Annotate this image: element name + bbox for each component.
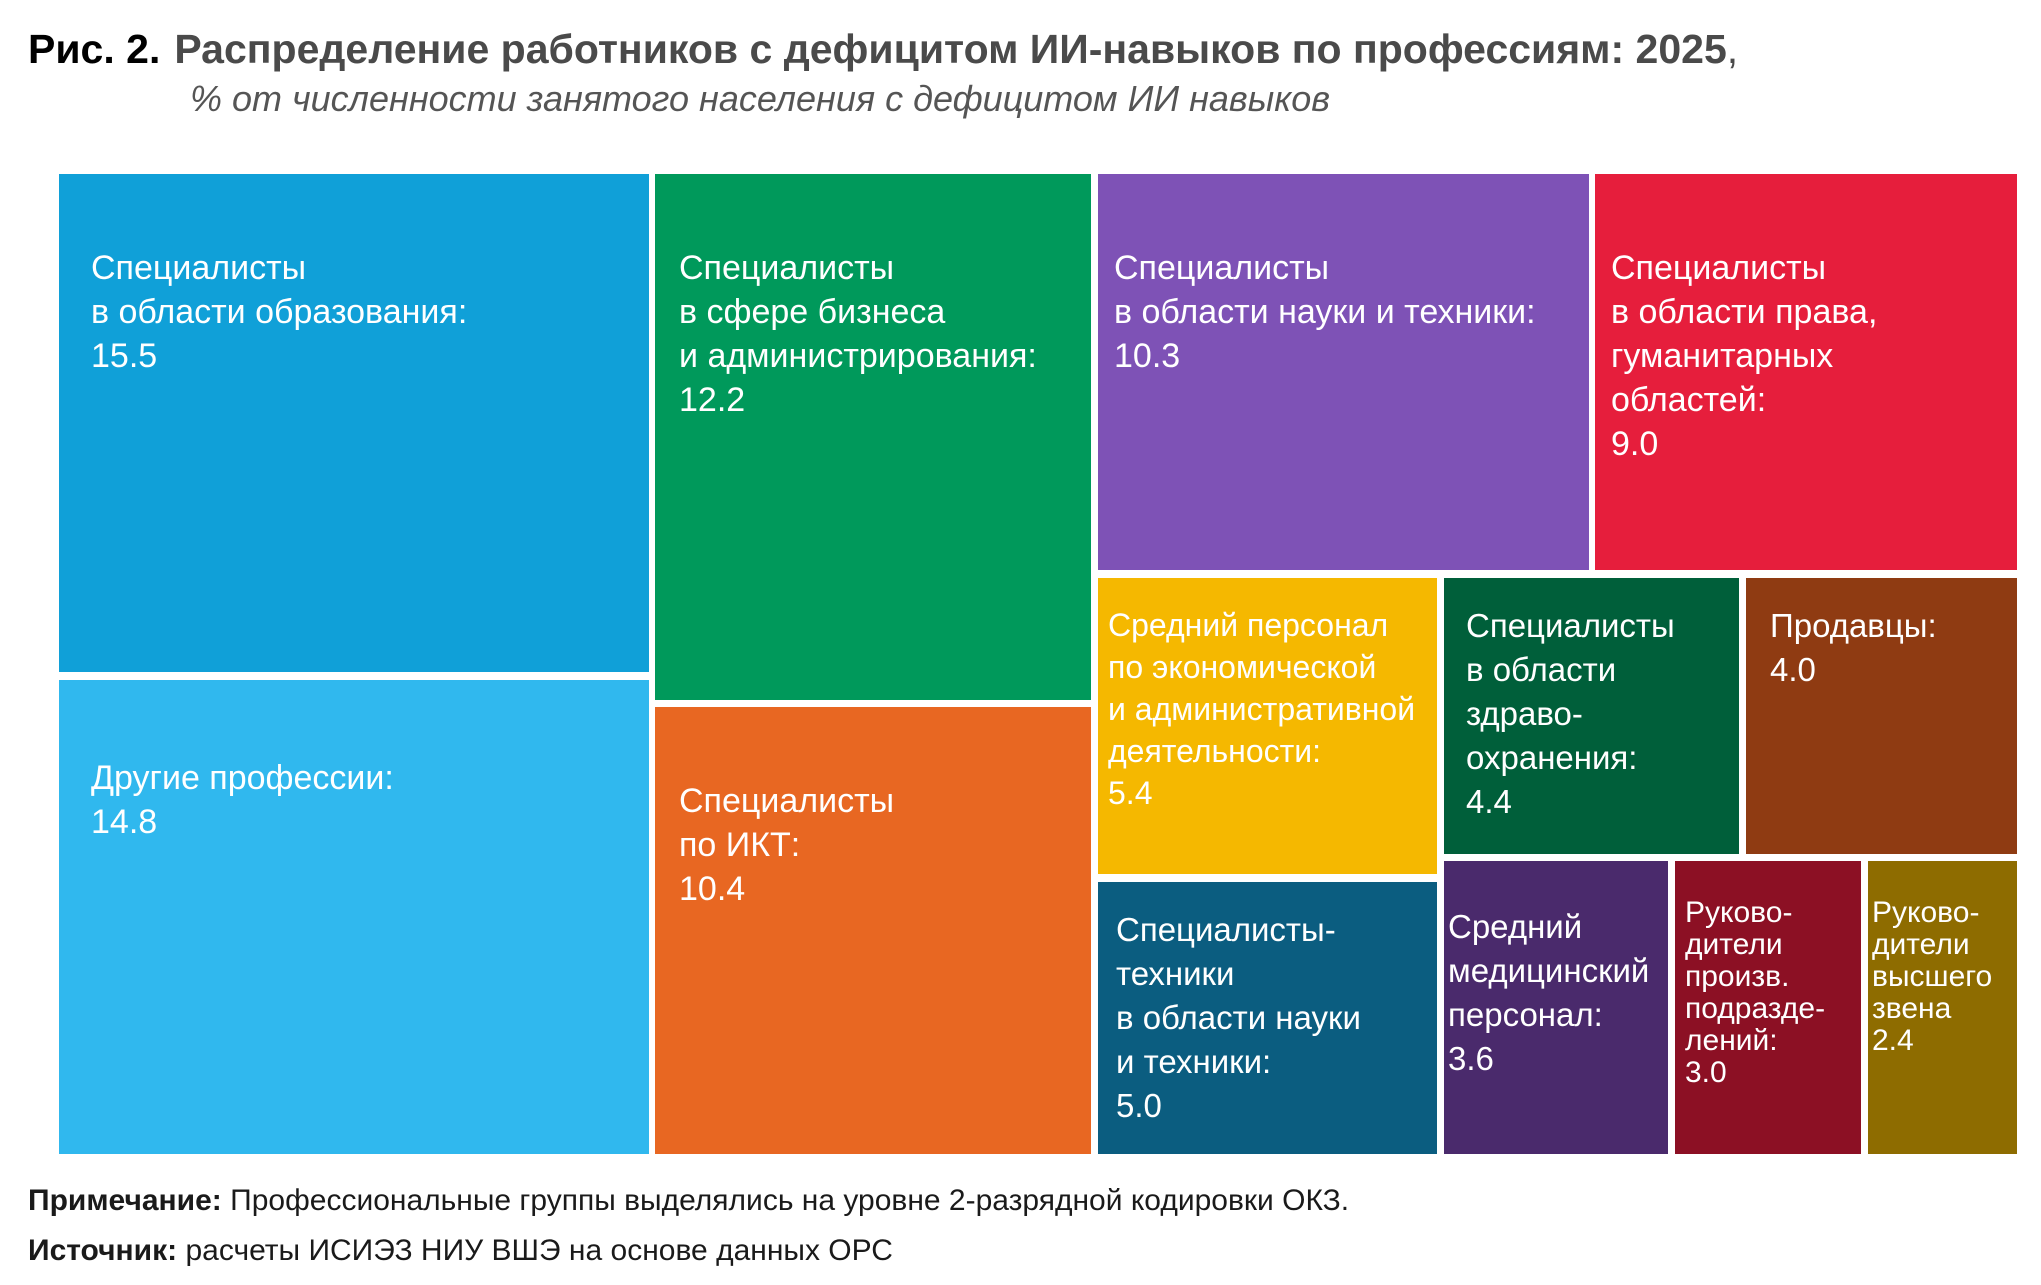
note: Примечание: Профессиональные группы выде… (28, 1184, 1349, 1218)
tile-value: 3.0 (1685, 1056, 1727, 1089)
note-text: Профессиональные группы выделялись на ур… (230, 1184, 1350, 1217)
tile-value: 12.2 (679, 381, 746, 419)
tile-label: Специалисты в сфере бизнеса и администри… (679, 249, 1037, 375)
treemap-tile: Продавцы: 4.0 (1746, 578, 2017, 854)
treemap-tile: Специалисты в области права, гуманитарны… (1595, 174, 2017, 570)
tile-value: 9.0 (1611, 425, 1659, 463)
tile-label: Средний медицинский персонал: (1448, 908, 1650, 1033)
tile-label: Продавцы: (1770, 607, 1937, 644)
treemap-tile: Руково- дители высшего звена 2.4 (1868, 861, 2017, 1154)
tile-value: 14.8 (91, 803, 158, 841)
treemap-tile: Специалисты в области здраво- охранения:… (1444, 578, 1739, 854)
tile-label: Специалисты в области здраво- охранения: (1466, 607, 1675, 776)
tile-text: Специалисты в области здраво- охранения:… (1466, 604, 1675, 824)
tile-label: Средний персонал по экономической и адми… (1108, 607, 1416, 769)
tile-text: Специалисты в области науки и техники: 10… (1114, 246, 1536, 378)
tile-text: Средний персонал по экономической и адми… (1108, 604, 1415, 814)
tile-text: Специалисты в области образования: 15.5 (91, 246, 467, 378)
tile-text: Средний медицинский персонал: 3.6 (1448, 905, 1649, 1081)
tile-value: 10.4 (679, 870, 746, 908)
tile-label: Руково- дители произв. подразде- лений: (1685, 896, 1826, 1057)
tile-text: Специалисты в области права, гуманитарны… (1611, 246, 1877, 466)
tile-text: Специалисты- техники в области науки и т… (1116, 908, 1361, 1128)
tile-value: 2.4 (1872, 1024, 1914, 1057)
treemap-tile: Специалисты в сфере бизнеса и администри… (655, 174, 1091, 700)
tile-label: Другие профессии: (91, 759, 394, 797)
treemap-tile: Специалисты по ИКТ: 10.4 (655, 707, 1091, 1154)
tile-value: 5.0 (1116, 1087, 1162, 1124)
title-comma: , (1726, 26, 1739, 72)
source: Источник: расчеты ИСИЭЗ НИУ ВШЭ на основ… (28, 1234, 893, 1268)
title-text: Распределение работников с дефицитом ИИ-… (174, 26, 1727, 72)
treemap-tile: Другие профессии: 14.8 (59, 680, 649, 1154)
chart-title: Рис. 2. Распределение работников с дефици… (28, 26, 1738, 73)
tile-label: Специалисты по ИКТ: (679, 782, 895, 864)
note-label: Примечание: (28, 1184, 222, 1217)
tile-value: 4.4 (1466, 783, 1512, 820)
treemap-tile: Средний медицинский персонал: 3.6 (1444, 861, 1668, 1154)
tile-label: Специалисты в области права, гуманитарны… (1611, 249, 1878, 419)
tile-value: 15.5 (91, 337, 158, 375)
tile-label: Специалисты в области науки и техники: (1114, 249, 1536, 331)
tile-label: Специалисты- техники в области науки и т… (1116, 911, 1361, 1080)
tile-text: Другие профессии: 14.8 (91, 756, 394, 844)
tile-text: Продавцы: 4.0 (1770, 604, 1937, 692)
source-text: расчеты ИСИЭЗ НИУ ВШЭ на основе данных О… (185, 1234, 893, 1267)
tile-value: 10.3 (1114, 337, 1181, 375)
tile-text: Руково- дители произв. подразде- лений: 3… (1685, 897, 1825, 1089)
treemap-tile: Руково- дители произв. подразде- лений: 3… (1675, 861, 1861, 1154)
tile-text: Руково- дители высшего звена 2.4 (1872, 897, 1992, 1057)
tile-text: Специалисты по ИКТ: 10.4 (679, 779, 894, 911)
chart-subtitle: % от численности занятого населения с де… (190, 78, 1331, 119)
treemap-tile: Специалисты в области науки и техники: 10… (1098, 174, 1589, 570)
treemap-tile: Средний персонал по экономической и адми… (1098, 578, 1437, 874)
tile-value: 5.4 (1108, 775, 1153, 811)
tile-label: Специалисты в области образования: (91, 249, 468, 331)
treemap-tile: Специалисты в области образования: 15.5 (59, 174, 649, 672)
tile-text: Специалисты в сфере бизнеса и администри… (679, 246, 1037, 422)
source-label: Источник: (28, 1234, 178, 1267)
figure-label: Рис. 2. (28, 26, 161, 72)
tile-label: Руково- дители высшего звена (1872, 896, 1993, 1025)
treemap-tile: Специалисты- техники в области науки и т… (1098, 882, 1437, 1154)
tile-value: 3.6 (1448, 1040, 1494, 1077)
tile-value: 4.0 (1770, 651, 1816, 688)
